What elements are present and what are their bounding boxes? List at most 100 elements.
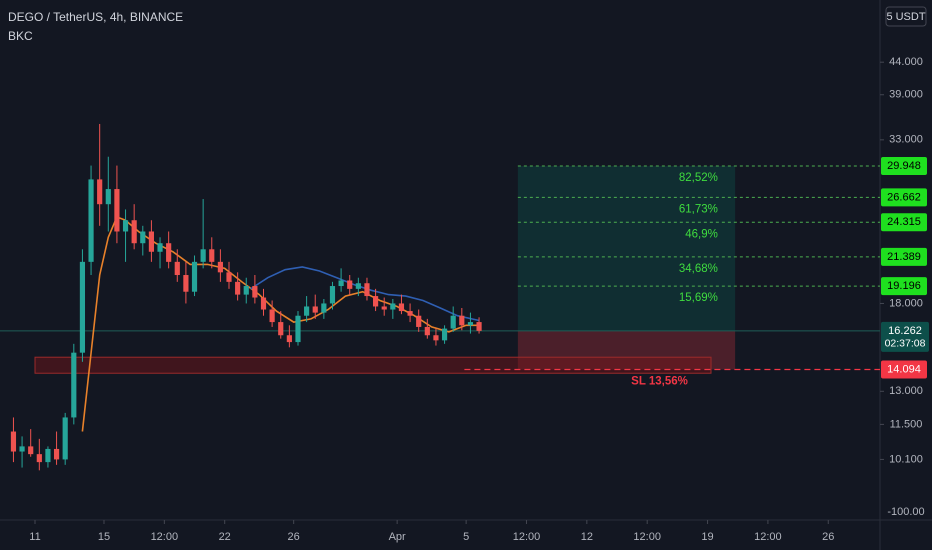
indicator-label: BKC <box>8 29 33 43</box>
candle-body <box>19 446 25 452</box>
support-zone <box>34 356 712 374</box>
moving-average <box>250 266 480 322</box>
candle-body <box>53 448 60 460</box>
candle-body <box>416 315 422 327</box>
candle-body <box>131 220 137 244</box>
candle-body <box>364 283 370 297</box>
candle-body <box>424 326 430 336</box>
candle-body <box>467 322 474 326</box>
candle-body <box>252 286 258 298</box>
candle-body <box>157 243 163 252</box>
candle-body <box>450 315 456 329</box>
candle-body <box>269 309 275 323</box>
candle-body <box>441 328 448 341</box>
entry-tag <box>881 321 929 352</box>
candle-body <box>191 261 198 292</box>
currency-label[interactable]: 5 USDT <box>886 11 925 23</box>
candle-body <box>355 283 361 289</box>
target-percent: 61,73% <box>679 203 718 215</box>
candle-body <box>381 306 387 310</box>
candle-body <box>390 303 396 310</box>
bottom-scale-label: -100.00 <box>887 506 924 518</box>
candle-body <box>200 249 206 262</box>
loss-zone <box>517 330 736 370</box>
candle-body <box>140 231 146 244</box>
target-tag <box>881 247 927 266</box>
profit-zone <box>517 166 736 331</box>
candle-body <box>28 446 34 455</box>
target-tag-label: 26.662 <box>887 191 921 203</box>
candle-body <box>260 297 267 310</box>
candle-body <box>10 431 17 452</box>
y-tick-label: 11.500 <box>890 418 923 430</box>
candle-body <box>321 303 327 313</box>
candle-body <box>338 280 344 287</box>
target-tag-label: 24.315 <box>887 216 921 228</box>
candle-body <box>183 275 189 292</box>
x-tick-label: 19 <box>701 531 713 543</box>
candle-body <box>304 306 310 316</box>
candle-body <box>476 322 482 331</box>
candle-body <box>459 315 465 326</box>
target-tag <box>881 213 927 232</box>
candle-body <box>174 261 180 276</box>
target-tag-label: 29.948 <box>887 160 921 172</box>
candle-body <box>114 189 120 232</box>
candle-body <box>286 335 292 343</box>
candle-body <box>347 280 353 289</box>
x-tick-label: 12 <box>581 531 593 543</box>
x-tick-label: 22 <box>219 531 231 543</box>
candle-body <box>88 179 94 262</box>
x-tick-label: 15 <box>98 531 110 543</box>
candle-body <box>278 322 284 336</box>
candle-body <box>36 454 42 463</box>
candle-body <box>209 249 215 262</box>
y-tick-label: 18.000 <box>889 297 923 309</box>
candle-body <box>105 189 111 205</box>
candle-body <box>122 220 129 232</box>
y-tick-label: 33.000 <box>889 134 923 146</box>
stop-tag-label: 14.094 <box>887 363 921 375</box>
currency-button[interactable] <box>885 6 927 27</box>
candle-body <box>97 179 103 205</box>
candle-body <box>217 261 223 273</box>
x-tick-label: 12:00 <box>151 531 179 543</box>
candle-body <box>398 303 405 312</box>
y-tick-label: 10.100 <box>889 453 923 465</box>
candle-body <box>433 335 439 341</box>
candle-body <box>79 261 86 353</box>
x-tick-label: Apr <box>389 531 406 543</box>
candle-body <box>373 296 379 307</box>
target-tag <box>881 188 927 207</box>
candle-body <box>226 272 232 282</box>
target-tag-label: 19.196 <box>887 280 921 292</box>
countdown-label: 02:37:08 <box>885 338 926 350</box>
x-tick-label: 26 <box>822 531 834 543</box>
candle-body <box>235 281 241 295</box>
candle-body <box>71 352 77 418</box>
entry-tag-label: 16.262 <box>888 325 922 337</box>
target-tag <box>881 157 927 176</box>
target-percent: 34,68% <box>679 263 718 275</box>
target-percent: 15,69% <box>679 292 718 304</box>
candle-body <box>295 315 301 343</box>
y-tick-label: 44.000 <box>889 56 923 68</box>
candle-body <box>45 448 51 463</box>
candle-body <box>62 417 68 460</box>
target-percent: 82,52% <box>679 172 718 184</box>
candle-body <box>312 306 318 313</box>
candle-body <box>243 286 249 295</box>
target-tag <box>881 277 927 296</box>
target-percent: 46,9% <box>685 228 718 240</box>
target-tag-label: 21.389 <box>887 251 921 263</box>
candle-body <box>166 243 172 262</box>
y-tick-label: 13.000 <box>889 385 923 397</box>
candle-body <box>329 286 336 304</box>
x-tick-label: 12:00 <box>754 531 782 543</box>
x-tick-label: 5 <box>463 531 469 543</box>
stop-tag <box>881 360 927 379</box>
x-tick-label: 26 <box>288 531 300 543</box>
